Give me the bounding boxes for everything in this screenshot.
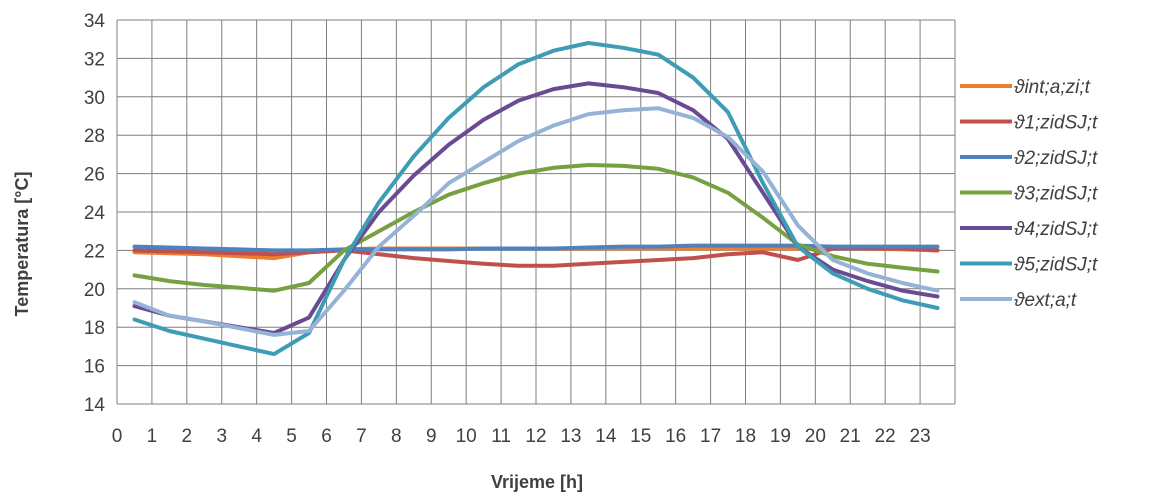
y-axis-ticks: 14 16 18 20 22 24 26 28 30 32 34 [84, 11, 106, 416]
legend-label: ϑext;a;t [1014, 290, 1077, 311]
x-tick-label: 18 [735, 426, 756, 447]
x-tick-label: 16 [665, 426, 686, 447]
x-tick-label: 15 [630, 426, 651, 447]
x-tick-label: 8 [391, 426, 402, 447]
x-tick-label: 7 [356, 426, 367, 447]
x-tick-label: 17 [700, 426, 721, 447]
x-tick-label: 10 [456, 426, 477, 447]
legend-label: ϑ5;zidSJ;t [1014, 255, 1098, 276]
y-tick-label: 28 [84, 126, 105, 147]
legend: ϑint;a;zi;t ϑ1;zidSJ;t ϑ2;zidSJ;t ϑ3;zidSJ;… [960, 77, 1098, 311]
grid [116, 19, 956, 405]
x-tick-label: 0 [112, 426, 123, 447]
y-tick-label: 16 [84, 357, 105, 378]
x-tick-label: 12 [525, 426, 546, 447]
x-tick-label: 23 [910, 426, 931, 447]
y-tick-label: 26 [84, 165, 105, 186]
y-tick-label: 20 [84, 280, 105, 301]
y-tick-label: 32 [84, 49, 105, 70]
x-tick-label: 2 [182, 426, 193, 447]
y-tick-label: 24 [84, 203, 106, 224]
series-line [132, 163, 940, 293]
x-tick-label: 9 [426, 426, 437, 447]
x-tick-label: 3 [216, 426, 227, 447]
legend-label: ϑ2;zidSJ;t [1014, 148, 1098, 169]
y-tick-label: 18 [84, 318, 105, 339]
x-axis-ticks: 0 1 2 3 4 5 6 7 8 9 10 11 12 13 14 15 16 17 18 19 20 21 22 23 [112, 426, 931, 447]
legend-label: ϑint;a;zi;t [1014, 77, 1091, 98]
x-tick-label: 4 [251, 426, 262, 447]
series-line [132, 41, 940, 357]
series-line [132, 246, 940, 268]
legend-label: ϑ4;zidSJ;t [1014, 219, 1098, 240]
x-tick-label: 6 [321, 426, 332, 447]
x-tick-label: 13 [560, 426, 581, 447]
x-tick-label: 20 [805, 426, 826, 447]
x-tick-label: 5 [286, 426, 297, 447]
x-tick-label: 14 [595, 426, 617, 447]
x-tick-label: 22 [875, 426, 896, 447]
legend-label: ϑ3;zidSJ;t [1014, 184, 1098, 205]
y-tick-label: 22 [84, 241, 105, 262]
x-axis-title: Vrijeme [h] [491, 472, 583, 492]
y-axis-title: Temperatura [°C] [12, 172, 32, 317]
x-tick-label: 11 [491, 426, 511, 447]
legend-label: ϑ1;zidSJ;t [1014, 113, 1098, 134]
x-tick-label: 21 [840, 426, 861, 447]
y-tick-label: 34 [84, 11, 106, 32]
series-line [132, 106, 940, 337]
y-tick-label: 30 [84, 88, 105, 109]
x-tick-label: 19 [770, 426, 791, 447]
x-tick-label: 1 [147, 426, 158, 447]
series-layer [132, 41, 940, 357]
y-tick-label: 14 [84, 395, 106, 416]
